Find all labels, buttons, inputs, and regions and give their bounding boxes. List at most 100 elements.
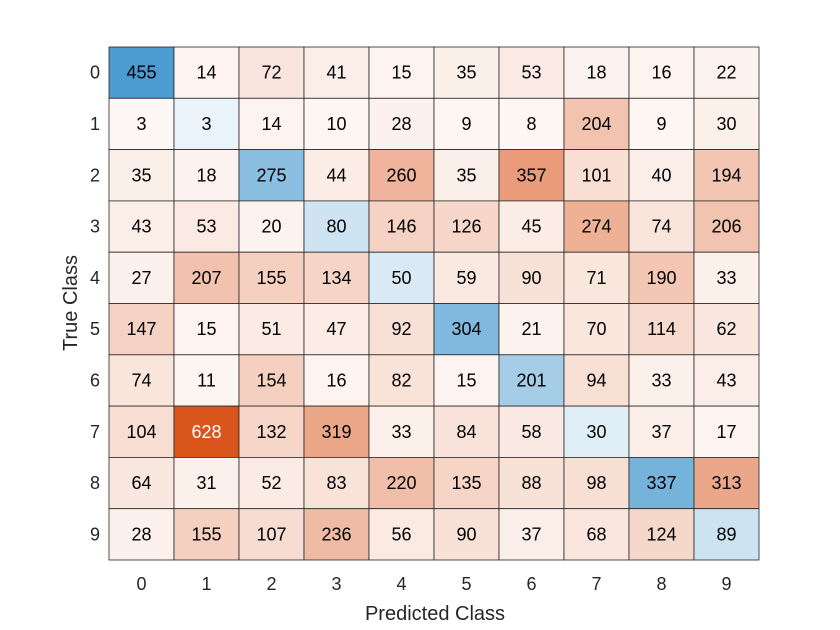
matrix-cell	[238, 456, 305, 510]
matrix-cell	[693, 251, 760, 304]
x-tick-label: 9	[721, 574, 731, 594]
cell-value-label: 58	[521, 422, 541, 442]
cell-value-label: 45	[521, 217, 541, 237]
cell-value-label: 28	[391, 114, 411, 134]
cell-value-label: 71	[586, 268, 606, 288]
matrix-cell	[563, 149, 630, 202]
matrix-cell	[498, 251, 565, 304]
cell-value-label: 134	[321, 268, 351, 288]
cell-value-label: 43	[131, 217, 151, 237]
cell-value-label: 35	[131, 165, 151, 185]
matrix-cell	[498, 354, 565, 407]
cell-value-label: 83	[326, 473, 346, 493]
cell-value-label: 16	[326, 370, 346, 390]
cell-value-label: 14	[196, 63, 216, 83]
matrix-cell	[563, 456, 630, 510]
cell-value-label: 59	[456, 268, 476, 288]
cell-value-label: 147	[126, 319, 156, 339]
cell-value-label: 53	[521, 63, 541, 83]
matrix-cell	[303, 456, 370, 510]
matrix-cell	[108, 508, 175, 561]
matrix-cell	[238, 405, 305, 458]
cell-value-label: 313	[711, 473, 741, 493]
cell-value-label: 204	[581, 114, 611, 134]
cell-value-label: 304	[451, 319, 481, 339]
matrix-cell	[693, 200, 760, 253]
matrix-cell	[693, 97, 760, 151]
cell-value-label: 72	[261, 63, 281, 83]
cell-value-label: 9	[656, 114, 666, 134]
cell-value-label: 10	[326, 114, 346, 134]
cell-value-label: 194	[711, 165, 741, 185]
cell-value-label: 80	[326, 217, 346, 237]
matrix-cell	[173, 508, 240, 561]
cell-value-label: 319	[321, 422, 351, 442]
matrix-cell	[173, 97, 240, 151]
matrix-cell	[693, 508, 760, 561]
cell-value-label: 357	[516, 165, 546, 185]
y-tick-label: 3	[90, 217, 100, 237]
matrix-cell	[108, 200, 175, 253]
matrix-cell	[563, 200, 630, 253]
cell-value-label: 56	[391, 524, 411, 544]
matrix-cell	[238, 508, 305, 561]
x-tick-label: 7	[591, 574, 601, 594]
matrix-cell	[433, 508, 500, 561]
cell-value-label: 88	[521, 473, 541, 493]
y-tick-label: 1	[90, 114, 100, 134]
cell-value-label: 27	[131, 268, 151, 288]
cell-value-label: 50	[391, 268, 411, 288]
cell-value-label: 44	[326, 165, 346, 185]
y-axis-label: True Class	[60, 255, 82, 351]
matrix-cell	[368, 149, 435, 202]
x-tick-label: 3	[331, 574, 341, 594]
matrix-cell	[108, 46, 175, 99]
cell-value-label: 275	[256, 165, 286, 185]
cell-value-label: 64	[131, 473, 151, 493]
matrix-cell	[433, 46, 500, 99]
matrix-cell	[173, 149, 240, 202]
y-tick-label: 4	[90, 268, 100, 288]
cell-value-label: 92	[391, 319, 411, 339]
matrix-cell	[368, 200, 435, 253]
cell-value-label: 94	[586, 370, 606, 390]
cell-value-label: 22	[716, 63, 736, 83]
matrix-cell	[238, 303, 305, 356]
cell-value-label: 74	[651, 217, 671, 237]
cell-value-label: 206	[711, 217, 741, 237]
matrix-cell	[368, 251, 435, 304]
cell-value-label: 155	[256, 268, 286, 288]
matrix-cell	[628, 354, 695, 407]
cell-value-label: 41	[326, 63, 346, 83]
matrix-cell	[108, 149, 175, 202]
x-tick-label: 1	[201, 574, 211, 594]
matrix-cell	[368, 405, 435, 458]
matrix-cell	[433, 97, 500, 151]
cell-value-label: 337	[646, 473, 676, 493]
cell-value-label: 15	[391, 63, 411, 83]
cell-value-label: 30	[716, 114, 736, 134]
matrix-cell	[173, 251, 240, 304]
cell-value-label: 154	[256, 370, 286, 390]
cell-value-label: 28	[131, 524, 151, 544]
cell-value-label: 3	[201, 114, 211, 134]
cell-value-label: 104	[126, 422, 156, 442]
cell-value-label: 20	[261, 217, 281, 237]
cell-value-label: 207	[191, 268, 221, 288]
matrix-cell	[303, 508, 370, 561]
y-tick-label: 5	[90, 319, 100, 339]
matrix-cell	[368, 303, 435, 356]
y-tick-label: 2	[90, 165, 100, 185]
cell-value-label: 190	[646, 268, 676, 288]
matrix-cell	[693, 46, 760, 99]
cell-value-label: 98	[586, 473, 606, 493]
cell-value-label: 70	[586, 319, 606, 339]
matrix-cell	[433, 200, 500, 253]
cell-value-label: 14	[261, 114, 281, 134]
matrix-cell	[628, 251, 695, 304]
cell-value-label: 90	[521, 268, 541, 288]
cell-value-label: 9	[461, 114, 471, 134]
